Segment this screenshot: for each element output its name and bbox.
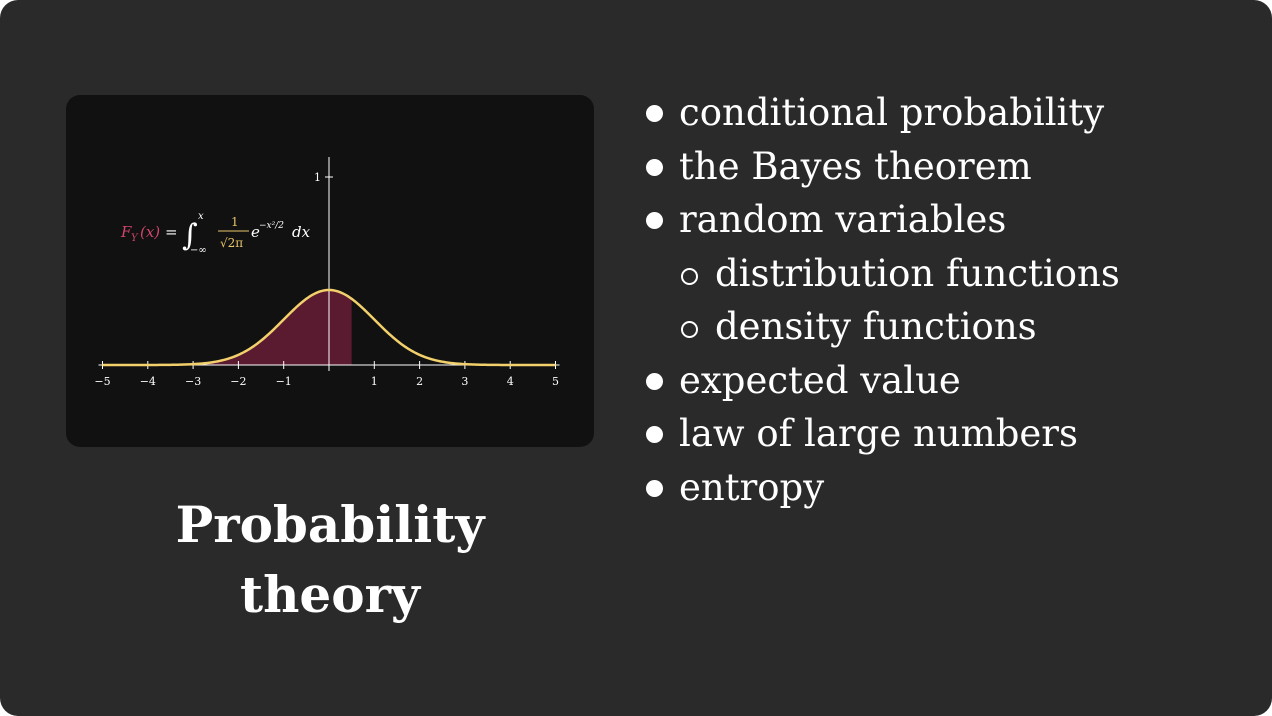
formula-exponent: −x²/2 — [259, 221, 284, 231]
topic-item: law of large numbers — [644, 407, 1120, 461]
formula-equals: = — [165, 223, 178, 241]
formula: F Y (x) = ∫ x −∞ 1 √2π e −x²/2 dx — [120, 211, 311, 256]
shaded-area — [102, 290, 352, 365]
x-tick-label: −3 — [185, 375, 201, 388]
topic-item: random variables — [644, 193, 1120, 247]
x-tick-label: −2 — [230, 375, 246, 388]
formula-lhs-main: F — [120, 223, 132, 241]
page-title: Probability theory — [66, 490, 594, 630]
x-tick-label: 1 — [371, 375, 378, 388]
topic-subitem: distribution functions — [644, 247, 1120, 301]
x-tick-label: −4 — [140, 375, 156, 388]
topic-list: conditional probability the Bayes theore… — [644, 86, 1120, 514]
title-line-2: theory — [239, 565, 420, 624]
formula-frac-den: √2π — [220, 236, 243, 250]
density-chart: −5 −4 −3 −2 −1 1 2 3 4 5 1 F Y (x) = ∫ x −∞ 1 √2π… — [94, 157, 560, 388]
density-curve — [102, 288, 556, 367]
x-tick-label: 4 — [507, 375, 514, 388]
formula-lhs-sub: Y — [131, 233, 139, 244]
formula-frac-num: 1 — [231, 215, 239, 229]
formula-upper-limit: x — [198, 211, 204, 222]
topic-item: conditional probability — [644, 86, 1120, 140]
x-tick-label: 2 — [416, 375, 423, 388]
formula-lower-limit: −∞ — [190, 245, 207, 256]
formula-lhs-arg: (x) — [140, 223, 160, 241]
x-tick-label: 3 — [461, 375, 468, 388]
figure-card: −5 −4 −3 −2 −1 1 2 3 4 5 1 F Y (x) = ∫ x −∞ 1 √2π… — [66, 95, 594, 447]
title-line-1: Probability — [175, 495, 485, 554]
x-tick-label: 5 — [552, 375, 559, 388]
y-ticks: 1 — [314, 171, 333, 184]
formula-exp-base: e — [251, 223, 260, 241]
y-tick-label: 1 — [314, 171, 321, 184]
formula-integral: ∫ — [182, 218, 198, 253]
x-tick-label: −1 — [276, 375, 292, 388]
formula-dx: dx — [292, 223, 311, 241]
topic-item: the Bayes theorem — [644, 140, 1120, 194]
topic-subitem: density functions — [644, 300, 1120, 354]
topic-item: expected value — [644, 354, 1120, 408]
topic-item: entropy — [644, 461, 1120, 515]
x-tick-label: −5 — [94, 375, 110, 388]
